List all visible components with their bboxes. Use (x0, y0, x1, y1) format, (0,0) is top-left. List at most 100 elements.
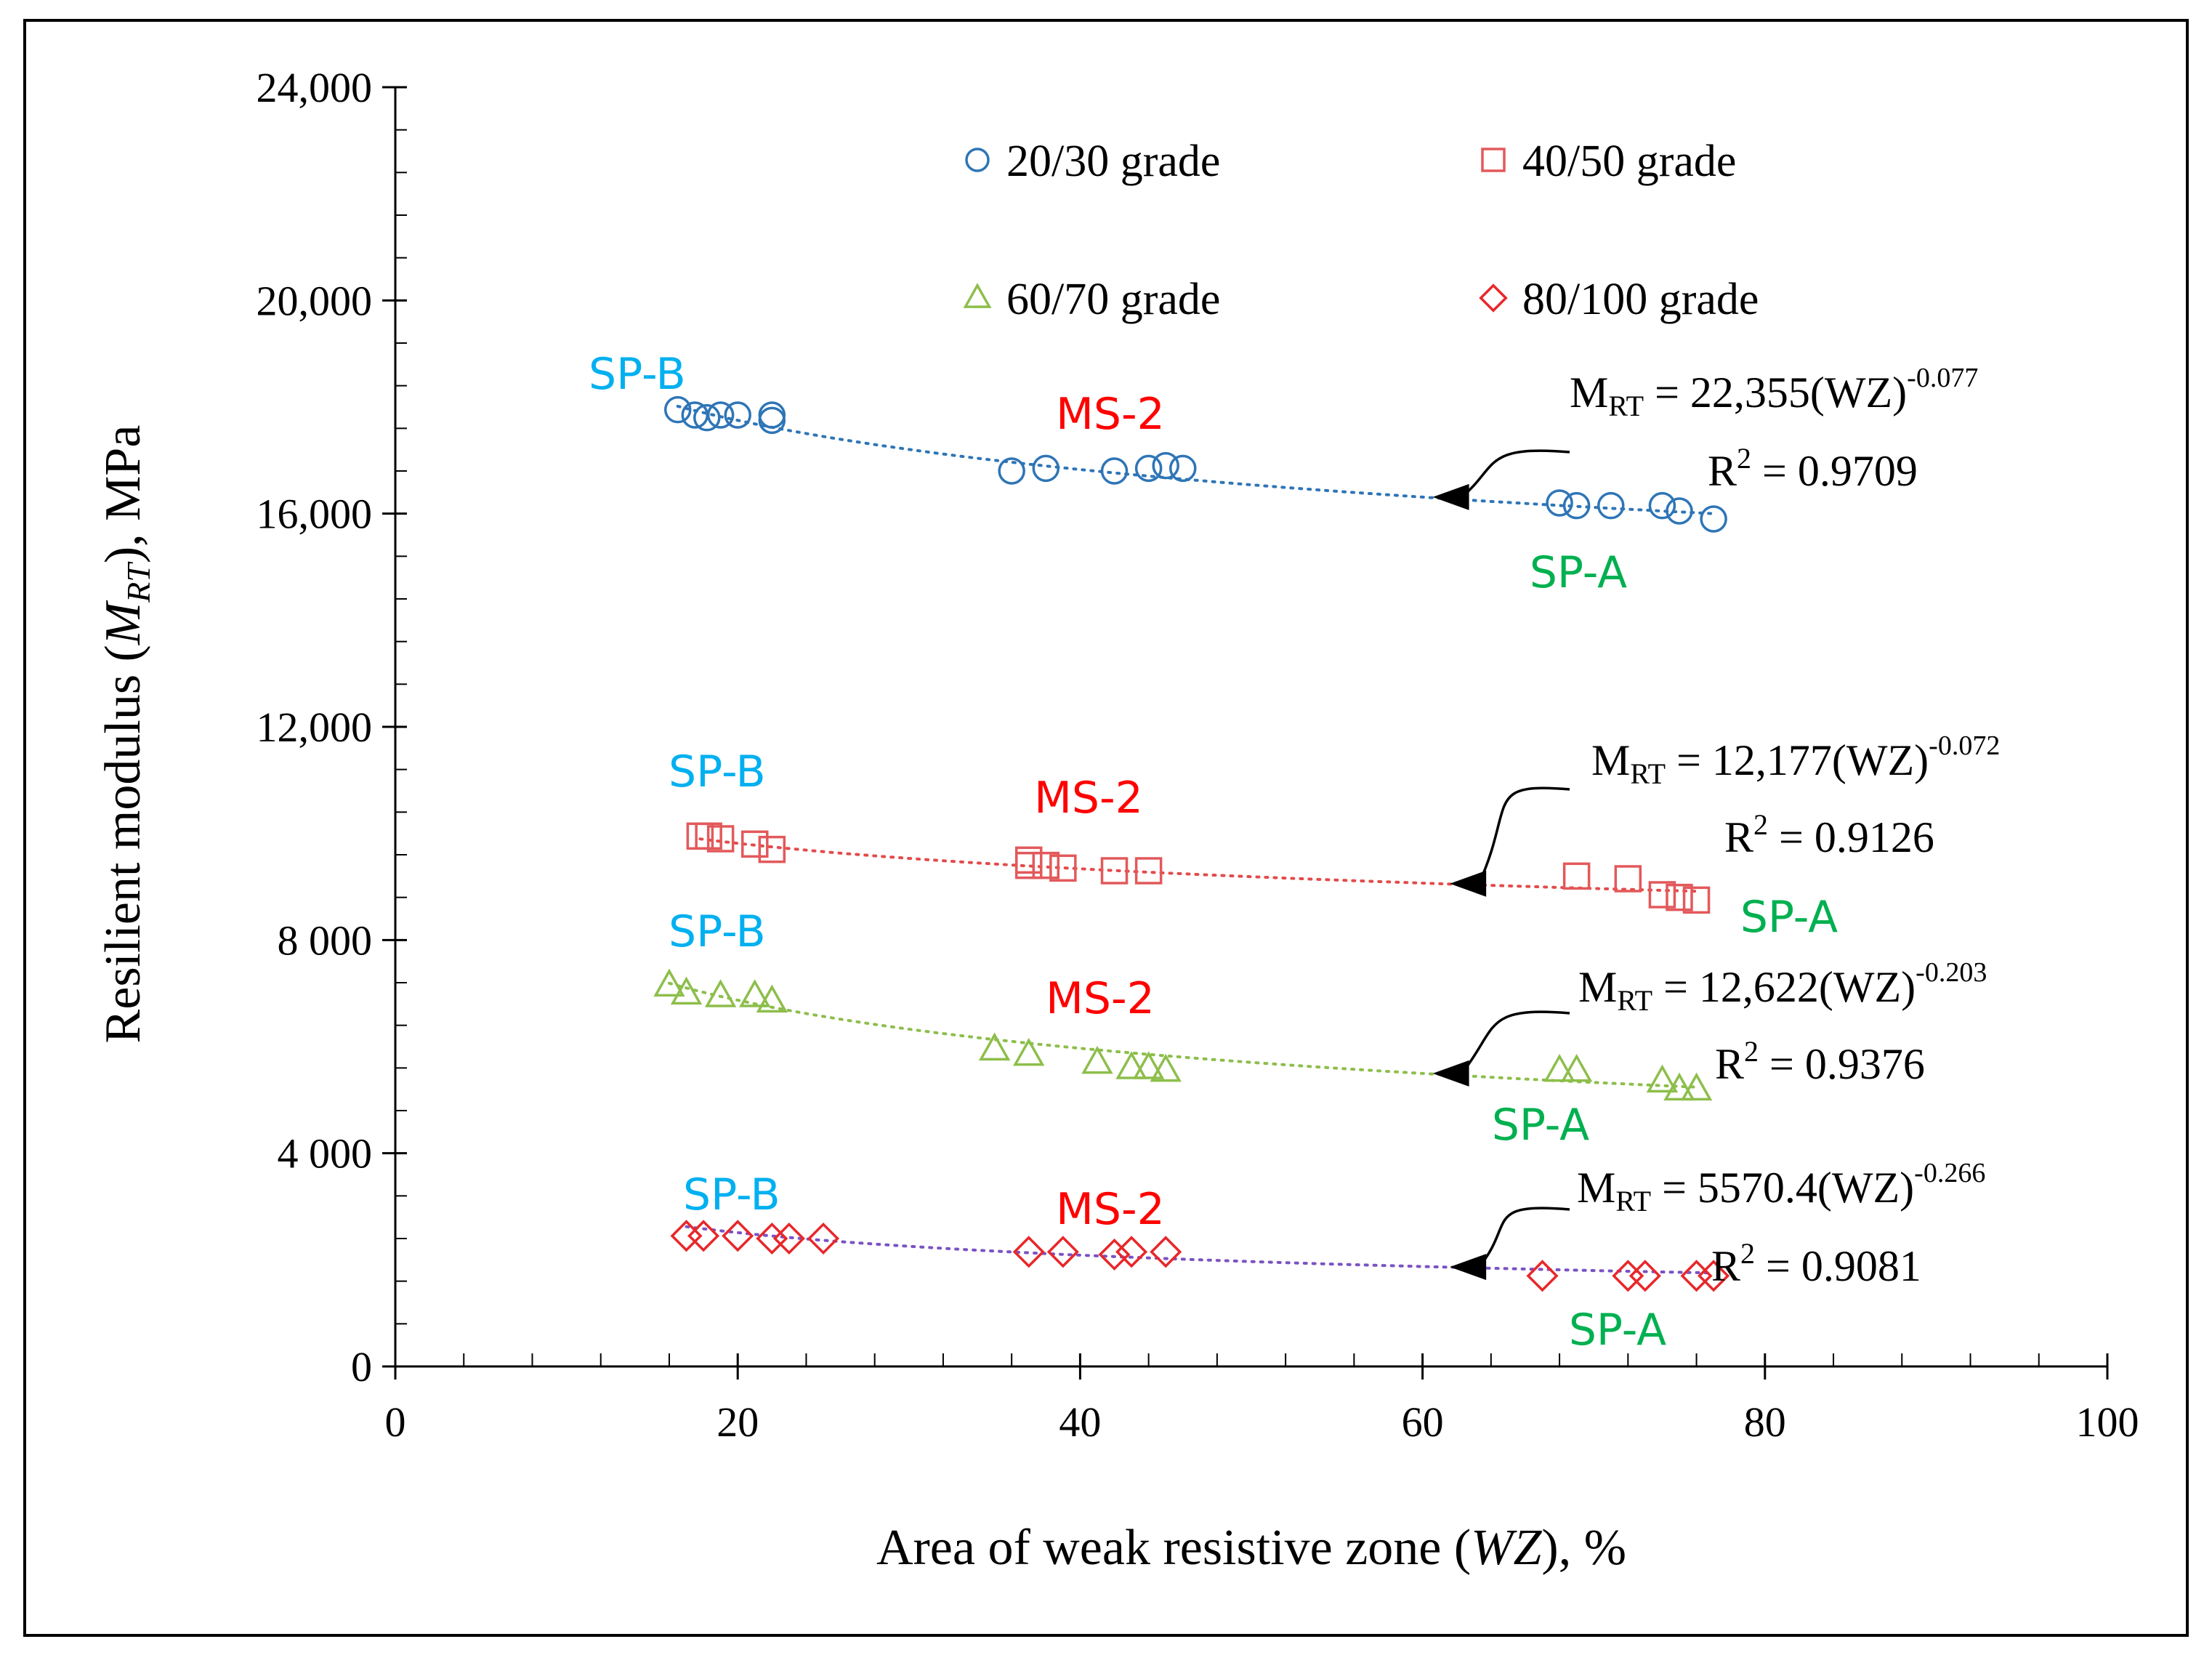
y-axis-label-var: M (95, 600, 151, 645)
point-60-70-grade (739, 979, 771, 1007)
point-80-100-grade (670, 1220, 703, 1252)
point-20-30-grade (1152, 451, 1179, 480)
r-squared-60-70-grade: R2 = 0.9376 (1715, 1035, 1925, 1088)
equation-m: M (1577, 1164, 1615, 1212)
equation-exponent: -0.072 (1929, 730, 2000, 761)
equation-body: = 22,355(WZ) (1644, 369, 1907, 416)
point-40-50-grade (758, 835, 786, 863)
equation-body: = 12,622(WZ) (1652, 963, 1916, 1011)
point-60-70-grade (1081, 1045, 1113, 1074)
point-40-50-grade (1049, 854, 1077, 882)
equation-body: = 5570.4(WZ) (1651, 1164, 1914, 1212)
point-60-70-grade (1680, 1072, 1713, 1101)
point-60-70-grade (1646, 1064, 1679, 1093)
r2-sup: 2 (1740, 1237, 1755, 1270)
label-sp-a-20-30-grade: SP-A (1530, 547, 1627, 598)
point-20-30-grade (1169, 454, 1197, 483)
legend-marker-60-70-grade (963, 283, 992, 308)
x-axis-label-unit: ), % (1541, 1520, 1626, 1576)
legend-marker-20-30-grade (965, 148, 990, 172)
data-markers (653, 395, 1730, 1292)
label-sp-a-80-100-grade: SP-A (1569, 1305, 1666, 1356)
equation-exponent: -0.203 (1916, 957, 1987, 988)
y-axis-label-text: Resilient modulus ( (95, 645, 151, 1043)
equation-sub: RT (1608, 390, 1644, 422)
arrow-head-60-70-grade (1432, 1060, 1469, 1087)
trendline-60-70-grade (668, 981, 1698, 1089)
point-40-50-grade (741, 830, 769, 858)
point-80-100-grade (807, 1222, 840, 1255)
point-40-50-grade (1134, 857, 1163, 885)
equation-sub: RT (1630, 757, 1666, 790)
x-tick-label: 80 (1744, 1398, 1786, 1446)
point-40-50-grade (1562, 862, 1591, 890)
equation-40-50-grade: MRT = 12,177(WZ)-0.072 (1591, 730, 2000, 790)
label-sp-b-20-30-grade: SP-B (589, 349, 686, 400)
point-60-70-grade (670, 976, 703, 1005)
legend-label-20-30-grade: 20/30 grade (1006, 137, 1220, 186)
label-ms-2-60-70-grade: MS-2 (1046, 973, 1155, 1024)
point-20-30-grade (1648, 491, 1676, 520)
point-40-50-grade (1032, 851, 1060, 879)
legend-marker-40-50-grade (1481, 148, 1506, 172)
point-20-30-grade (1100, 457, 1129, 485)
legend-marker-80-100-grade (1479, 283, 1508, 313)
point-40-50-grade (1014, 851, 1043, 879)
y-axis-label: Resilient modulus (MRT), MPa (95, 425, 157, 1044)
x-tick-label: 60 (1402, 1398, 1444, 1446)
point-60-70-grade (653, 968, 685, 997)
r2-value: = 0.9126 (1768, 813, 1934, 861)
point-80-100-grade (1150, 1236, 1182, 1268)
point-80-100-grade (1098, 1238, 1131, 1271)
point-60-70-grade (1560, 1053, 1593, 1082)
point-40-50-grade (706, 825, 735, 853)
y-tick-label: 24,000 (257, 64, 373, 111)
x-tick-label: 100 (2076, 1398, 2139, 1446)
arrow-shaft-40-50-grade (1477, 786, 1570, 885)
label-sp-b-60-70-grade: SP-B (669, 906, 766, 957)
label-sp-a-40-50-grade: SP-A (1740, 892, 1838, 943)
r2-r: R (1708, 447, 1737, 495)
point-80-100-grade (1526, 1260, 1559, 1292)
point-20-30-grade (1700, 505, 1727, 533)
y-tick-label: 0 (351, 1343, 372, 1390)
point-20-30-grade (724, 401, 751, 429)
legend-label-40-50-grade: 40/50 grade (1522, 137, 1736, 186)
axes: 0 4 000 8 000 12,000 16,000 20,000 24,000 0 20 40… (95, 64, 2139, 1576)
point-60-70-grade (1663, 1072, 1695, 1101)
arrow-shaft-80-100-grade (1477, 1207, 1570, 1268)
point-80-100-grade (722, 1220, 754, 1252)
point-40-50-grade (1614, 865, 1642, 893)
r2-r: R (1711, 1242, 1740, 1290)
point-80-100-grade (756, 1222, 788, 1255)
equation-body: = 12,177(WZ) (1666, 736, 1929, 784)
arrow-shaft-20-30-grade (1461, 449, 1570, 499)
y-tick-label: 8 000 (278, 917, 373, 964)
point-60-70-grade (1150, 1053, 1182, 1082)
point-40-50-grade (1648, 881, 1676, 909)
r-squared-80-100-grade: R2 = 0.9081 (1711, 1237, 1921, 1290)
legend: 20/30 grade 40/50 grade 60/70 grade 80/100 … (963, 137, 1759, 324)
arrow-head-80-100-grade (1450, 1254, 1487, 1281)
x-axis-label-text: Area of weak resistive zone ( (876, 1520, 1471, 1576)
x-tick-label: 40 (1059, 1398, 1101, 1446)
y-axis-label-unit: ), MPa (95, 425, 151, 564)
point-60-70-grade (756, 984, 788, 1013)
point-20-30-grade (1134, 454, 1163, 483)
point-80-100-grade (1628, 1260, 1661, 1292)
trendlines (668, 404, 1716, 1275)
point-20-30-grade (1666, 497, 1693, 525)
r-squared-40-50-grade: R2 = 0.9126 (1724, 808, 1934, 861)
point-80-100-grade (772, 1222, 805, 1255)
trendline-80-100-grade (685, 1225, 1716, 1275)
point-20-30-grade (1546, 489, 1573, 517)
point-20-30-grade (1032, 454, 1060, 483)
r2-value: = 0.9376 (1759, 1040, 1925, 1088)
label-ms-2-80-100-grade: MS-2 (1056, 1184, 1165, 1235)
arrow-shaft-60-70-grade (1461, 1010, 1570, 1074)
equation-sub: RT (1617, 984, 1652, 1017)
point-40-50-grade (1666, 883, 1693, 911)
point-80-100-grade (1115, 1236, 1148, 1268)
equation-m: M (1570, 369, 1608, 416)
